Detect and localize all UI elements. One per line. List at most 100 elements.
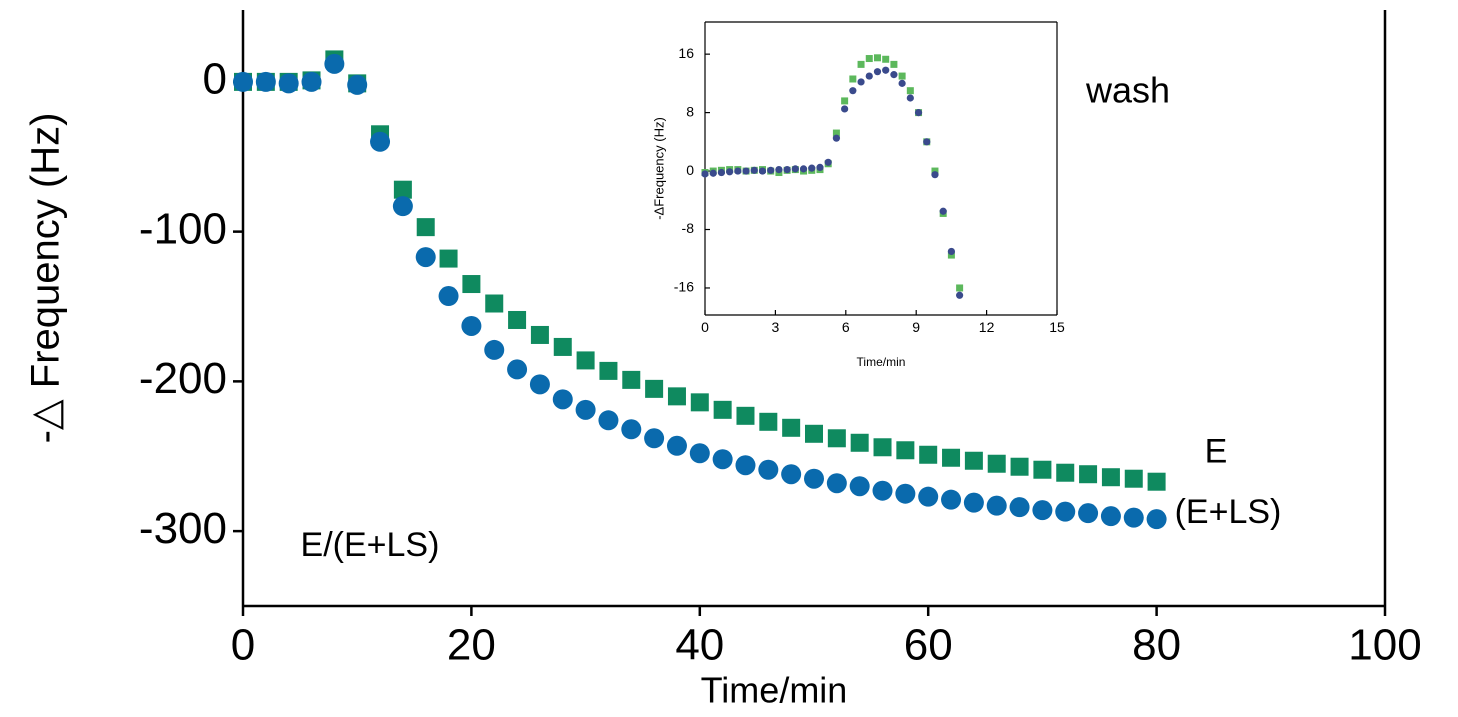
x-tick-label: 9 (912, 319, 920, 335)
data-point (726, 168, 734, 176)
data-point (462, 275, 481, 294)
data-point (507, 359, 528, 380)
x-tick-label: 20 (447, 620, 496, 669)
data-point (1033, 460, 1052, 479)
y-axis-label: -△ Frequency (Hz) (24, 113, 68, 444)
data-point (1146, 509, 1167, 530)
data-point (1010, 457, 1029, 476)
data-point (898, 79, 906, 87)
data-point (347, 74, 368, 95)
annotation: E/(E+LS) (301, 526, 440, 564)
data-point (759, 412, 778, 431)
y-axis-label: -ΔFrequency (Hz) (651, 117, 666, 220)
data-point (713, 400, 732, 419)
data-point (865, 72, 873, 80)
data-point (645, 379, 664, 398)
data-point (598, 410, 619, 431)
data-point (767, 166, 775, 174)
data-point (1079, 465, 1098, 484)
data-point (939, 207, 947, 215)
data-point (956, 284, 964, 292)
x-tick-label: 80 (1132, 620, 1181, 669)
data-point (1123, 507, 1144, 528)
data-point (947, 251, 955, 259)
data-point (849, 87, 857, 95)
data-point (896, 441, 915, 460)
data-point (865, 55, 873, 63)
x-tick-label: 60 (904, 620, 953, 669)
data-point (964, 451, 983, 470)
data-point (370, 131, 391, 152)
data-point (701, 170, 709, 178)
data-point (781, 464, 802, 485)
data-point (1032, 500, 1053, 521)
data-point (872, 480, 893, 501)
data-point (712, 449, 733, 470)
data-point (987, 454, 1006, 473)
data-point (941, 489, 962, 510)
data-point (416, 218, 435, 237)
data-point (890, 60, 898, 68)
data-point (666, 435, 687, 456)
x-tick-label: 0 (701, 319, 709, 335)
data-point (689, 443, 710, 464)
data-point (439, 249, 458, 268)
data-point (808, 164, 816, 172)
data-point (873, 438, 892, 457)
data-point (485, 294, 504, 313)
data-point (1078, 503, 1099, 524)
x-axis-label: Time/min (857, 355, 906, 369)
data-point (1147, 472, 1166, 491)
y-tick-label: 0 (203, 55, 227, 104)
data-point (717, 168, 726, 177)
data-point (882, 55, 890, 63)
data-point (804, 468, 824, 489)
data-point (799, 165, 808, 173)
data-point (906, 94, 914, 102)
data-point (816, 163, 824, 172)
data-point (599, 361, 618, 380)
data-point (827, 429, 846, 448)
data-point (553, 337, 572, 356)
data-point (758, 459, 779, 480)
data-point (873, 68, 882, 76)
data-point (734, 167, 742, 175)
data-point (750, 166, 758, 174)
data-point (824, 158, 832, 166)
data-point (1009, 497, 1030, 518)
data-point (278, 73, 299, 94)
x-tick-label: 40 (675, 620, 724, 669)
data-point (1124, 469, 1143, 488)
data-point (1056, 463, 1075, 482)
plot-area (705, 22, 1057, 315)
data-point (857, 60, 865, 68)
data-point (956, 291, 964, 299)
data-point (986, 495, 1007, 516)
data-point (461, 315, 482, 336)
data-point (898, 72, 906, 80)
y-tick-label: -100 (139, 204, 227, 253)
data-point (963, 492, 984, 513)
data-point (690, 393, 709, 412)
data-point (919, 445, 938, 464)
x-tick-label: 12 (979, 319, 995, 335)
data-point (508, 310, 527, 329)
data-point (775, 165, 783, 174)
data-point (849, 476, 870, 497)
data-point (873, 54, 881, 62)
data-point (832, 129, 840, 137)
data-point (735, 455, 756, 476)
data-point (826, 473, 847, 494)
data-point (742, 167, 750, 175)
y-tick-label: 0 (686, 162, 694, 178)
data-point (906, 87, 914, 95)
y-tick-label: -300 (139, 504, 227, 553)
x-tick-label: 3 (772, 319, 780, 335)
data-point (415, 247, 436, 268)
data-point (918, 486, 939, 507)
data-point (1100, 506, 1121, 527)
data-point (392, 196, 413, 217)
y-tick-label: -16 (674, 279, 694, 295)
annotation: wash (1085, 70, 1170, 111)
